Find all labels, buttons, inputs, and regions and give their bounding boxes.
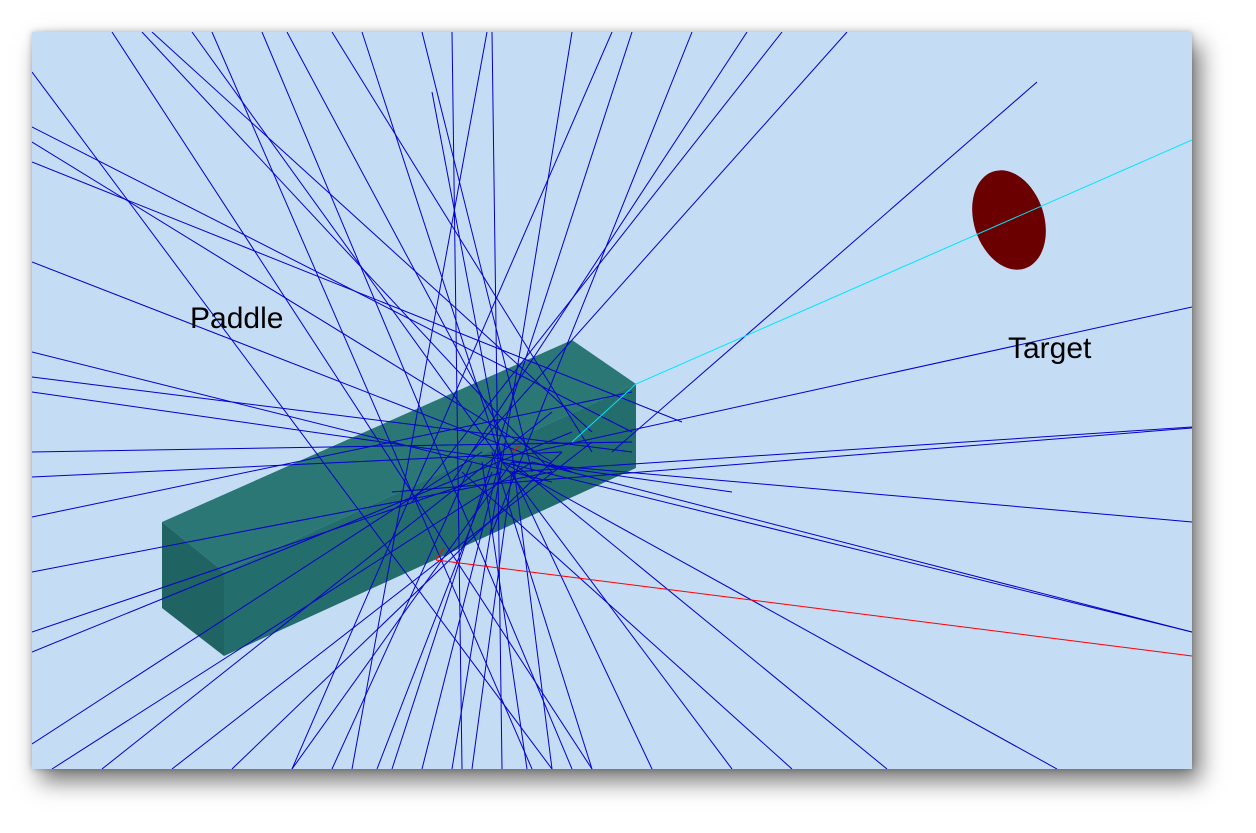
track-neutral [471,32,848,453]
track-bundle [32,32,1192,769]
track-neutral [32,376,633,453]
track-positive [571,383,637,443]
paddle-label: Paddle [190,302,284,335]
track-neutral [461,471,793,769]
track-neutral [32,141,553,463]
track-neutral [511,426,1192,473]
track-neutral [291,32,613,769]
track-neutral [511,461,888,769]
track-neutral [32,431,573,653]
track-neutral [491,32,503,769]
paddle-top-face [162,340,636,572]
track-neutral [231,451,563,769]
track-neutral [32,71,553,769]
track-neutral [32,261,573,473]
track-positive [635,139,1192,385]
target-label: Target [1008,332,1092,365]
track-neutral [51,461,533,769]
track-neutral [611,81,1038,453]
track-neutral [32,391,633,518]
track-neutral [391,32,633,769]
track-neutral [32,451,483,745]
track-neutral [501,461,1058,769]
track-neutral [32,161,683,423]
track-negative [435,547,445,561]
track-neutral [32,126,633,433]
track-neutral [351,32,488,769]
track-neutral [111,32,593,769]
track-neutral [331,461,473,769]
track-neutral [32,471,553,573]
track-neutral [361,32,503,463]
track-neutral [211,32,533,769]
track-negative [435,559,1192,657]
event-display [32,32,1192,769]
track-neutral [501,461,1192,633]
track-neutral [411,32,783,503]
track-neutral [501,461,733,769]
track-neutral [331,32,593,453]
track-neutral [491,32,693,533]
track-neutral [391,427,1192,493]
track-neutral [451,32,748,483]
track-neutral [531,461,1192,633]
track-neutral [421,32,533,473]
track-neutral [32,471,503,633]
track-neutral [511,451,553,769]
paddle-front-face [162,522,224,656]
viewer-canvas: Paddle Target [32,32,1192,769]
track-neutral [471,471,513,769]
track-neutral [151,32,593,433]
track-neutral [531,306,1192,453]
track-negative [511,445,521,453]
track-neutral [32,391,733,493]
track-neutral [261,32,573,769]
track-neutral [511,461,1192,523]
track-neutral [491,451,593,769]
track-neutral [32,441,633,453]
track-neutral [286,32,513,453]
track-neutral [171,441,593,769]
track-neutral [431,91,503,463]
track-neutral [511,471,653,769]
track-neutral [481,461,528,769]
track-neutral [191,32,503,463]
track-neutral [32,351,553,483]
track-neutral [101,411,553,769]
track-neutral [32,451,563,478]
